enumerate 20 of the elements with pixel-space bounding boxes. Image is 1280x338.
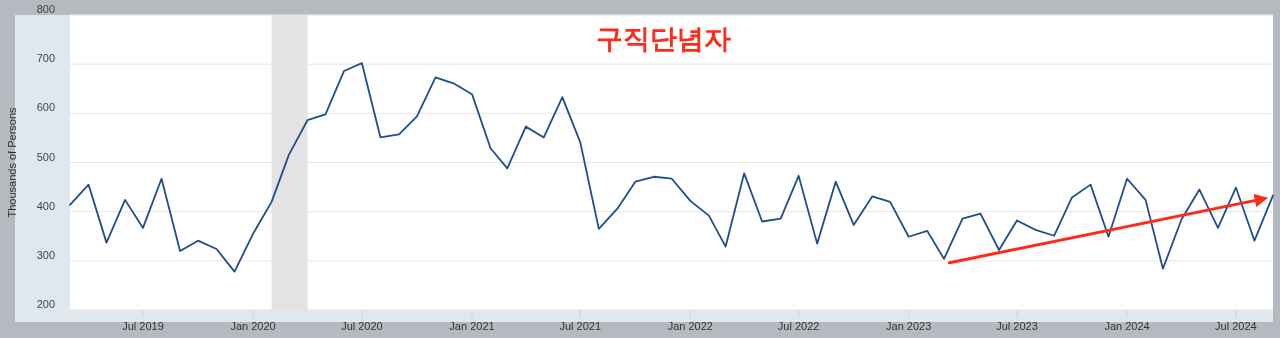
y-tick-label: 600 (36, 101, 55, 114)
x-tick-label: Jul 2022 (777, 320, 820, 332)
y-tick-label: 400 (36, 199, 55, 212)
x-tick-label: Jul 2023 (996, 320, 1038, 332)
y-tick-label: 700 (36, 52, 55, 65)
x-tick-label: Jul 2024 (1215, 320, 1257, 332)
x-tick-label: Jul 2019 (122, 320, 164, 332)
x-tick-label: Jan 2024 (1104, 320, 1150, 332)
y-tick-label: 800 (36, 3, 55, 15)
x-tick-label: Jul 2020 (341, 320, 383, 332)
x-tick-label: Jul 2021 (559, 320, 602, 332)
x-tick-label: Jan 2020 (230, 320, 276, 332)
x-tick-label: Jan 2023 (886, 320, 932, 332)
chart-title: 구직단념자 (595, 24, 731, 54)
y-tick-label: 500 (36, 150, 55, 163)
x-tick-label: Jan 2021 (449, 320, 495, 332)
y-tick-label: 200 (36, 298, 55, 310)
y-axis-title: Thousands of Persons (6, 106, 18, 218)
y-tick-label: 300 (36, 248, 55, 261)
x-tick-label: Jan 2022 (667, 320, 713, 332)
